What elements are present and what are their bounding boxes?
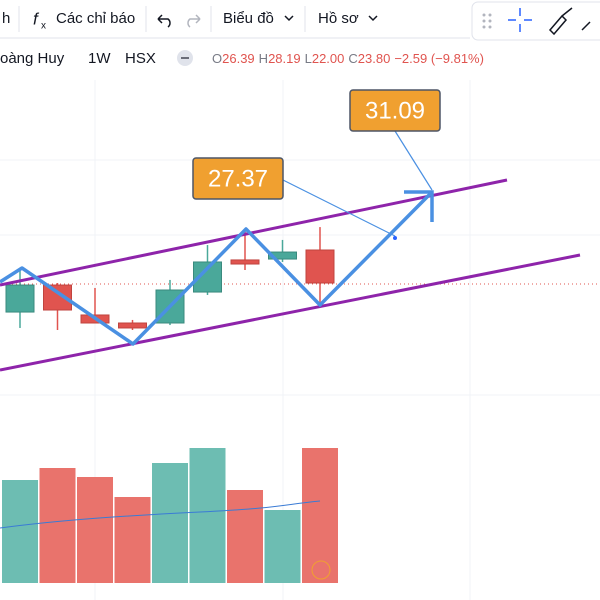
candle-body: [268, 251, 297, 260]
ohlc: O26.39 H28.19 L22.00 C23.80 −2.59 (−9.81%): [212, 51, 484, 66]
profile-button[interactable]: Hồ sơ: [318, 10, 359, 27]
volume-bar: [264, 510, 301, 583]
ohlc-value: 22.00: [312, 51, 345, 66]
volume-bar: [77, 477, 113, 583]
ohlc-text: O26.39 H28.19 L22.00 C23.80 −2.59 (−9.81%): [212, 51, 484, 66]
ohlc-label: H: [259, 51, 268, 66]
volume-bar: [114, 497, 151, 583]
channel-upper: [0, 178, 508, 287]
annotation-text: 27.37: [208, 165, 268, 192]
volume-bar: [227, 490, 263, 583]
brush-icon[interactable]: [548, 7, 573, 36]
ohlc-label: C: [348, 51, 357, 66]
volume-ma: [0, 500, 321, 529]
candle-body: [305, 249, 335, 284]
undo-icon[interactable]: [157, 14, 171, 28]
exchange: HSX: [125, 50, 156, 67]
channel-lower: [0, 253, 581, 372]
volume-bar: [39, 468, 76, 583]
tool-icon[interactable]: [581, 21, 591, 31]
fx-icon[interactable]: f: [33, 9, 40, 28]
annotation-box[interactable]: [192, 157, 284, 200]
interval: 1W: [88, 50, 111, 67]
chevron: [368, 15, 378, 22]
ohlc-value: 23.80: [358, 51, 391, 66]
candles: [5, 227, 335, 331]
drag-handle[interactable]: [482, 13, 492, 29]
chart-type-button[interactable]: Biểu đồ: [223, 10, 274, 27]
fx-icon-sub: x: [41, 21, 46, 32]
indicators-button[interactable]: Các chỉ báo: [56, 10, 135, 27]
zigzag: [0, 190, 434, 346]
volume-bar: [302, 448, 338, 583]
arrow-head: [404, 190, 434, 222]
change: −2.59 (−9.81%): [394, 51, 484, 66]
ohlc-value: 28.19: [268, 51, 301, 66]
candle-body: [230, 259, 260, 265]
ohlc-value: 26.39: [222, 51, 255, 66]
event-marker[interactable]: [311, 560, 331, 580]
chevron: [284, 15, 294, 22]
callout-dot: [393, 236, 397, 240]
menu-item[interactable]: h: [2, 10, 10, 27]
callout-line: [394, 130, 433, 191]
volume-bar: [2, 480, 38, 583]
annotation-box[interactable]: [349, 89, 441, 132]
volume-bar: [152, 463, 188, 583]
candle-body: [118, 322, 147, 329]
volume-pane: [2, 448, 338, 583]
redo-icon[interactable]: [187, 14, 201, 28]
volume-bar: [189, 448, 226, 583]
symbol-name: oàng Huy: [0, 50, 65, 67]
crosshair-icon[interactable]: [508, 8, 532, 32]
candle-body: [5, 284, 35, 313]
ohlc-label: L: [305, 51, 312, 66]
ohlc-label: O: [212, 51, 222, 66]
annotation-text: 31.09: [365, 97, 425, 124]
callout-line: [282, 179, 396, 237]
